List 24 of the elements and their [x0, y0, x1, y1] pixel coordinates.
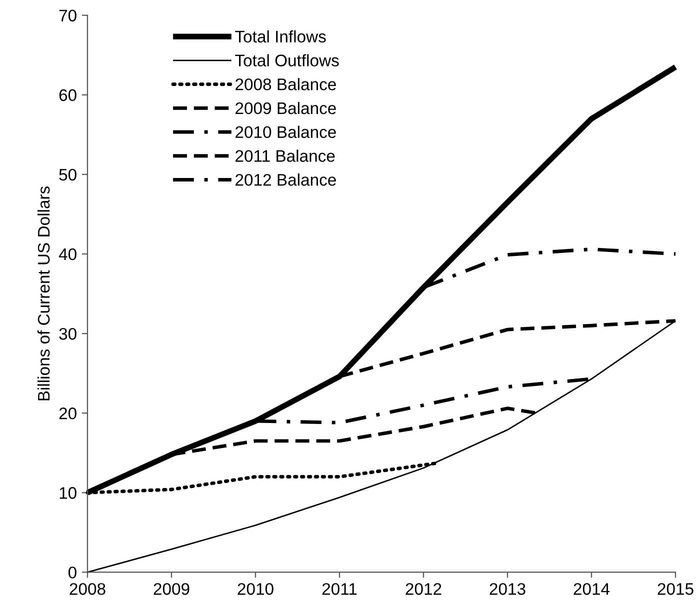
legend-label: 2012 Balance [236, 174, 336, 186]
y-tick-label: 70 [59, 10, 76, 22]
x-tick-label: 2008 [70, 583, 106, 595]
y-tick-label: 0 [68, 566, 76, 578]
y-tick-label: 60 [59, 89, 76, 102]
y-tick-label: 40 [58, 248, 76, 260]
y-axis-title: Billions of Current US Dollars [37, 186, 50, 400]
legend-label: 2008 Balance [236, 78, 336, 90]
x-tick-label: 2014 [574, 583, 610, 595]
x-tick-label: 2013 [490, 583, 526, 595]
x-tick-label: 2010 [238, 583, 274, 595]
legend-label: 2010 Balance [236, 126, 336, 138]
y-tick-label: 50 [59, 168, 76, 181]
y-tick-label: 30 [59, 328, 76, 340]
y-tick-label: 10 [60, 487, 76, 499]
x-tick-label: 2011 [322, 583, 357, 595]
y-tick-label: 20 [59, 408, 76, 420]
legend-label: 2009 Balance [236, 102, 336, 114]
x-tick-label: 2015 [658, 583, 694, 595]
legend-label: Total Outflows [235, 54, 339, 66]
x-tick-label: 2012 [406, 583, 442, 595]
legend-label: Total Inflows [235, 30, 326, 43]
x-tick-label: 2009 [154, 583, 190, 595]
legend-label: 2011 Balance [236, 150, 335, 162]
